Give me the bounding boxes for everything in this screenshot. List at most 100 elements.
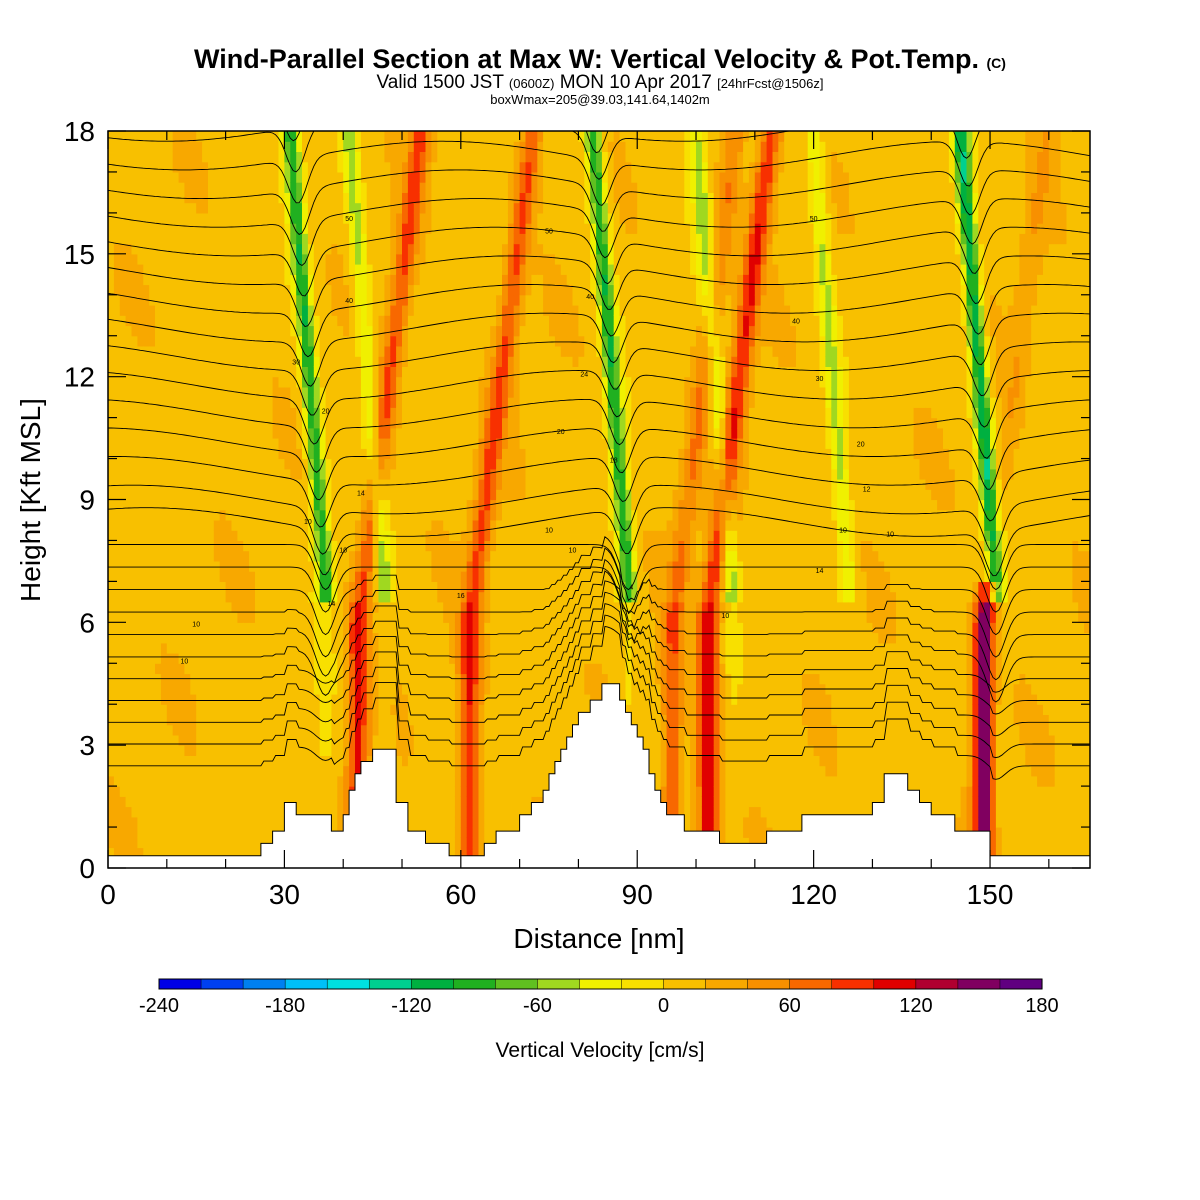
field-cell [178, 325, 186, 337]
field-cell [454, 489, 462, 501]
field-cell [319, 581, 327, 593]
field-cell [272, 366, 280, 378]
field-cell [343, 325, 350, 337]
field-cell [266, 642, 274, 654]
field-cell [437, 479, 444, 490]
field-cell [325, 274, 333, 286]
field-cell [390, 141, 397, 152]
field-cell [396, 151, 403, 163]
field-cell [478, 212, 485, 224]
field-cell [113, 151, 121, 163]
field-cell [413, 356, 421, 367]
field-cell [125, 356, 133, 367]
field-cell [208, 161, 215, 173]
field-cell [419, 427, 427, 439]
field-cell [243, 151, 250, 163]
field-cell [119, 458, 127, 470]
field-cell [478, 775, 485, 787]
field-cell [302, 335, 309, 347]
field-cell [496, 642, 503, 654]
field-cell [360, 438, 368, 449]
field-cell [166, 581, 174, 593]
field-cell [272, 540, 280, 552]
field-cell [108, 816, 115, 828]
field-cell [437, 489, 444, 501]
field-cell [143, 683, 150, 695]
field-cell [290, 560, 297, 572]
field-cell [184, 714, 191, 726]
field-cell [437, 683, 444, 695]
field-cell [137, 591, 144, 603]
field-cell [125, 376, 133, 388]
field-cell [407, 427, 415, 439]
field-cell [449, 346, 456, 357]
field-cell [149, 509, 156, 521]
field-cell [208, 612, 215, 623]
field-cell [290, 540, 297, 552]
field-cell [190, 427, 197, 439]
field-cell [431, 745, 438, 756]
field-cell [384, 622, 391, 634]
field-cell [349, 694, 356, 705]
field-cell [260, 663, 268, 675]
field-cell [507, 632, 515, 644]
field-cell [231, 458, 238, 470]
field-cell [407, 182, 415, 193]
field-cell [413, 683, 421, 695]
field-cell [325, 489, 333, 501]
field-cell [113, 161, 121, 173]
field-cell [278, 171, 285, 183]
field-cell [208, 704, 215, 715]
field-cell [272, 407, 280, 419]
field-cell [290, 479, 297, 490]
field-cell [502, 264, 509, 275]
field-cell [454, 335, 462, 347]
field-cell [372, 622, 380, 634]
field-cell [119, 366, 127, 378]
field-cell [113, 520, 121, 531]
field-cell [313, 346, 321, 357]
field-cell [325, 427, 333, 439]
field-cell [378, 560, 385, 572]
field-cell [208, 305, 215, 316]
field-cell [296, 489, 303, 501]
field-cell [360, 663, 368, 675]
field-cell [160, 223, 168, 234]
field-cell [249, 775, 256, 787]
field-cell [213, 683, 221, 695]
field-cell [343, 755, 350, 767]
field-cell [372, 560, 380, 572]
field-cell [390, 325, 397, 337]
field-cell [219, 397, 227, 408]
field-cell [243, 131, 250, 142]
field-cell [313, 468, 321, 480]
field-cell [184, 356, 191, 367]
field-cell [313, 253, 321, 265]
field-cell [443, 581, 450, 593]
field-cell [166, 571, 174, 582]
field-cell [443, 530, 450, 541]
field-cell [249, 141, 256, 152]
field-cell [255, 407, 262, 419]
field-cell [243, 571, 250, 582]
field-cell [160, 386, 168, 398]
field-cell [343, 468, 350, 480]
field-cell [260, 653, 268, 664]
valid-date: MON 10 Apr 2017 [559, 72, 712, 93]
field-cell [460, 479, 468, 490]
field-cell [484, 581, 491, 593]
field-cell [443, 274, 450, 286]
field-cell [413, 202, 421, 214]
field-cell [449, 202, 456, 214]
field-cell [472, 806, 480, 818]
field-cell [125, 591, 133, 603]
field-cell [184, 540, 191, 552]
field-cell [172, 346, 180, 357]
field-cell [337, 212, 344, 224]
field-cell [484, 294, 491, 306]
field-cell [443, 704, 450, 715]
field-cell [355, 427, 362, 439]
field-cell [119, 509, 127, 521]
field-cell [502, 663, 509, 675]
field-cell [249, 264, 256, 275]
